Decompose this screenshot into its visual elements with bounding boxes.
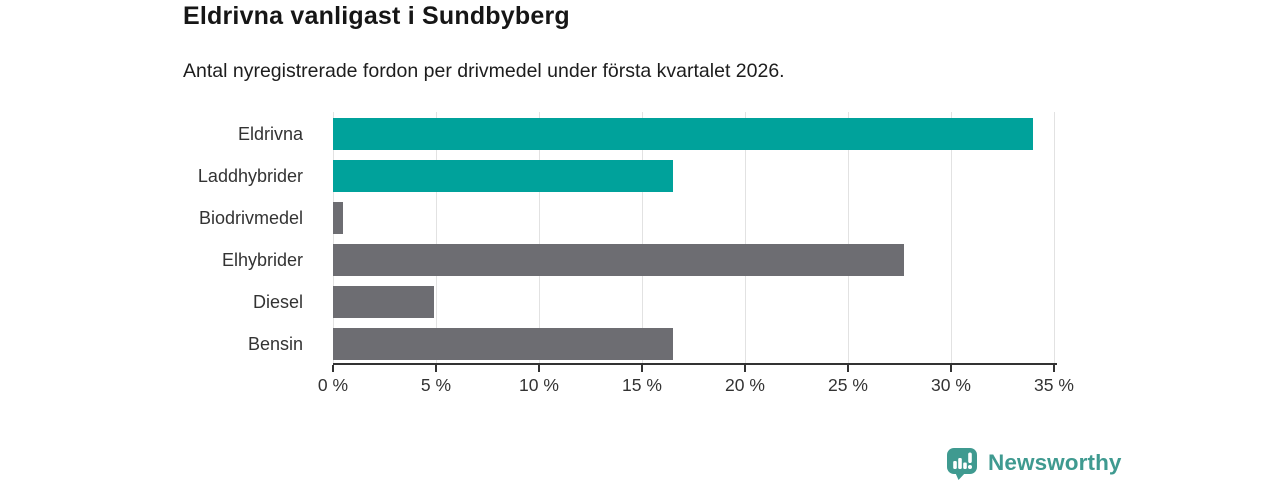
chart-title: Eldrivna vanligast i Sundbyberg — [183, 2, 570, 30]
newsworthy-logo[interactable]: Newsworthy — [945, 446, 1122, 480]
x-tick-mark — [538, 365, 540, 372]
x-tick-label: 20 % — [725, 375, 765, 395]
category-label: Elhybrider — [221, 250, 303, 270]
x-tick-label: 0 % — [317, 375, 349, 395]
category-label: Laddhybrider — [197, 166, 303, 186]
x-tick-label: 30 % — [931, 375, 971, 395]
x-tick-mark — [744, 365, 746, 372]
bar-elhybrider — [333, 244, 904, 276]
category-label: Bensin — [247, 334, 303, 354]
gridline — [435, 112, 437, 364]
bar-bensin — [333, 328, 673, 360]
gridline — [538, 112, 540, 364]
bar-diesel — [333, 286, 434, 318]
x-tick-mark — [1053, 365, 1055, 372]
x-tick-label: 10 % — [519, 375, 559, 395]
bar-chart-pin-icon — [947, 448, 977, 480]
gridline — [332, 112, 334, 364]
gridline — [1053, 112, 1055, 364]
newsworthy-logo-text: Newsworthy — [988, 450, 1122, 475]
gridline — [641, 112, 643, 364]
gridline — [950, 112, 952, 364]
bar-laddhybrider — [333, 160, 673, 192]
x-tick-label: 15 % — [622, 375, 662, 395]
x-tick-mark — [847, 365, 849, 372]
x-axis-line — [333, 363, 1057, 365]
category-axis: Eldrivna Laddhybrider Biodrivmedel Elhybrid… — [0, 112, 318, 364]
x-tick-mark — [950, 365, 952, 372]
plot-area — [332, 112, 1055, 364]
bar-eldrivna — [333, 118, 1034, 150]
category-label: Eldrivna — [237, 124, 303, 144]
gridline — [744, 112, 746, 364]
x-tick-mark — [641, 365, 643, 372]
category-label: Biodrivmedel — [198, 208, 303, 228]
gridline — [847, 112, 849, 364]
x-tick-label: 35 % — [1034, 375, 1074, 395]
x-tick-mark — [435, 365, 437, 372]
chart-subtitle: Antal nyregistrerade fordon per drivmede… — [183, 60, 785, 82]
bar-biodrivmedel — [333, 202, 344, 234]
category-label: Diesel — [252, 292, 303, 312]
x-tick-label: 5 % — [420, 375, 452, 395]
x-tick-label: 25 % — [828, 375, 868, 395]
x-tick-mark — [332, 365, 334, 372]
